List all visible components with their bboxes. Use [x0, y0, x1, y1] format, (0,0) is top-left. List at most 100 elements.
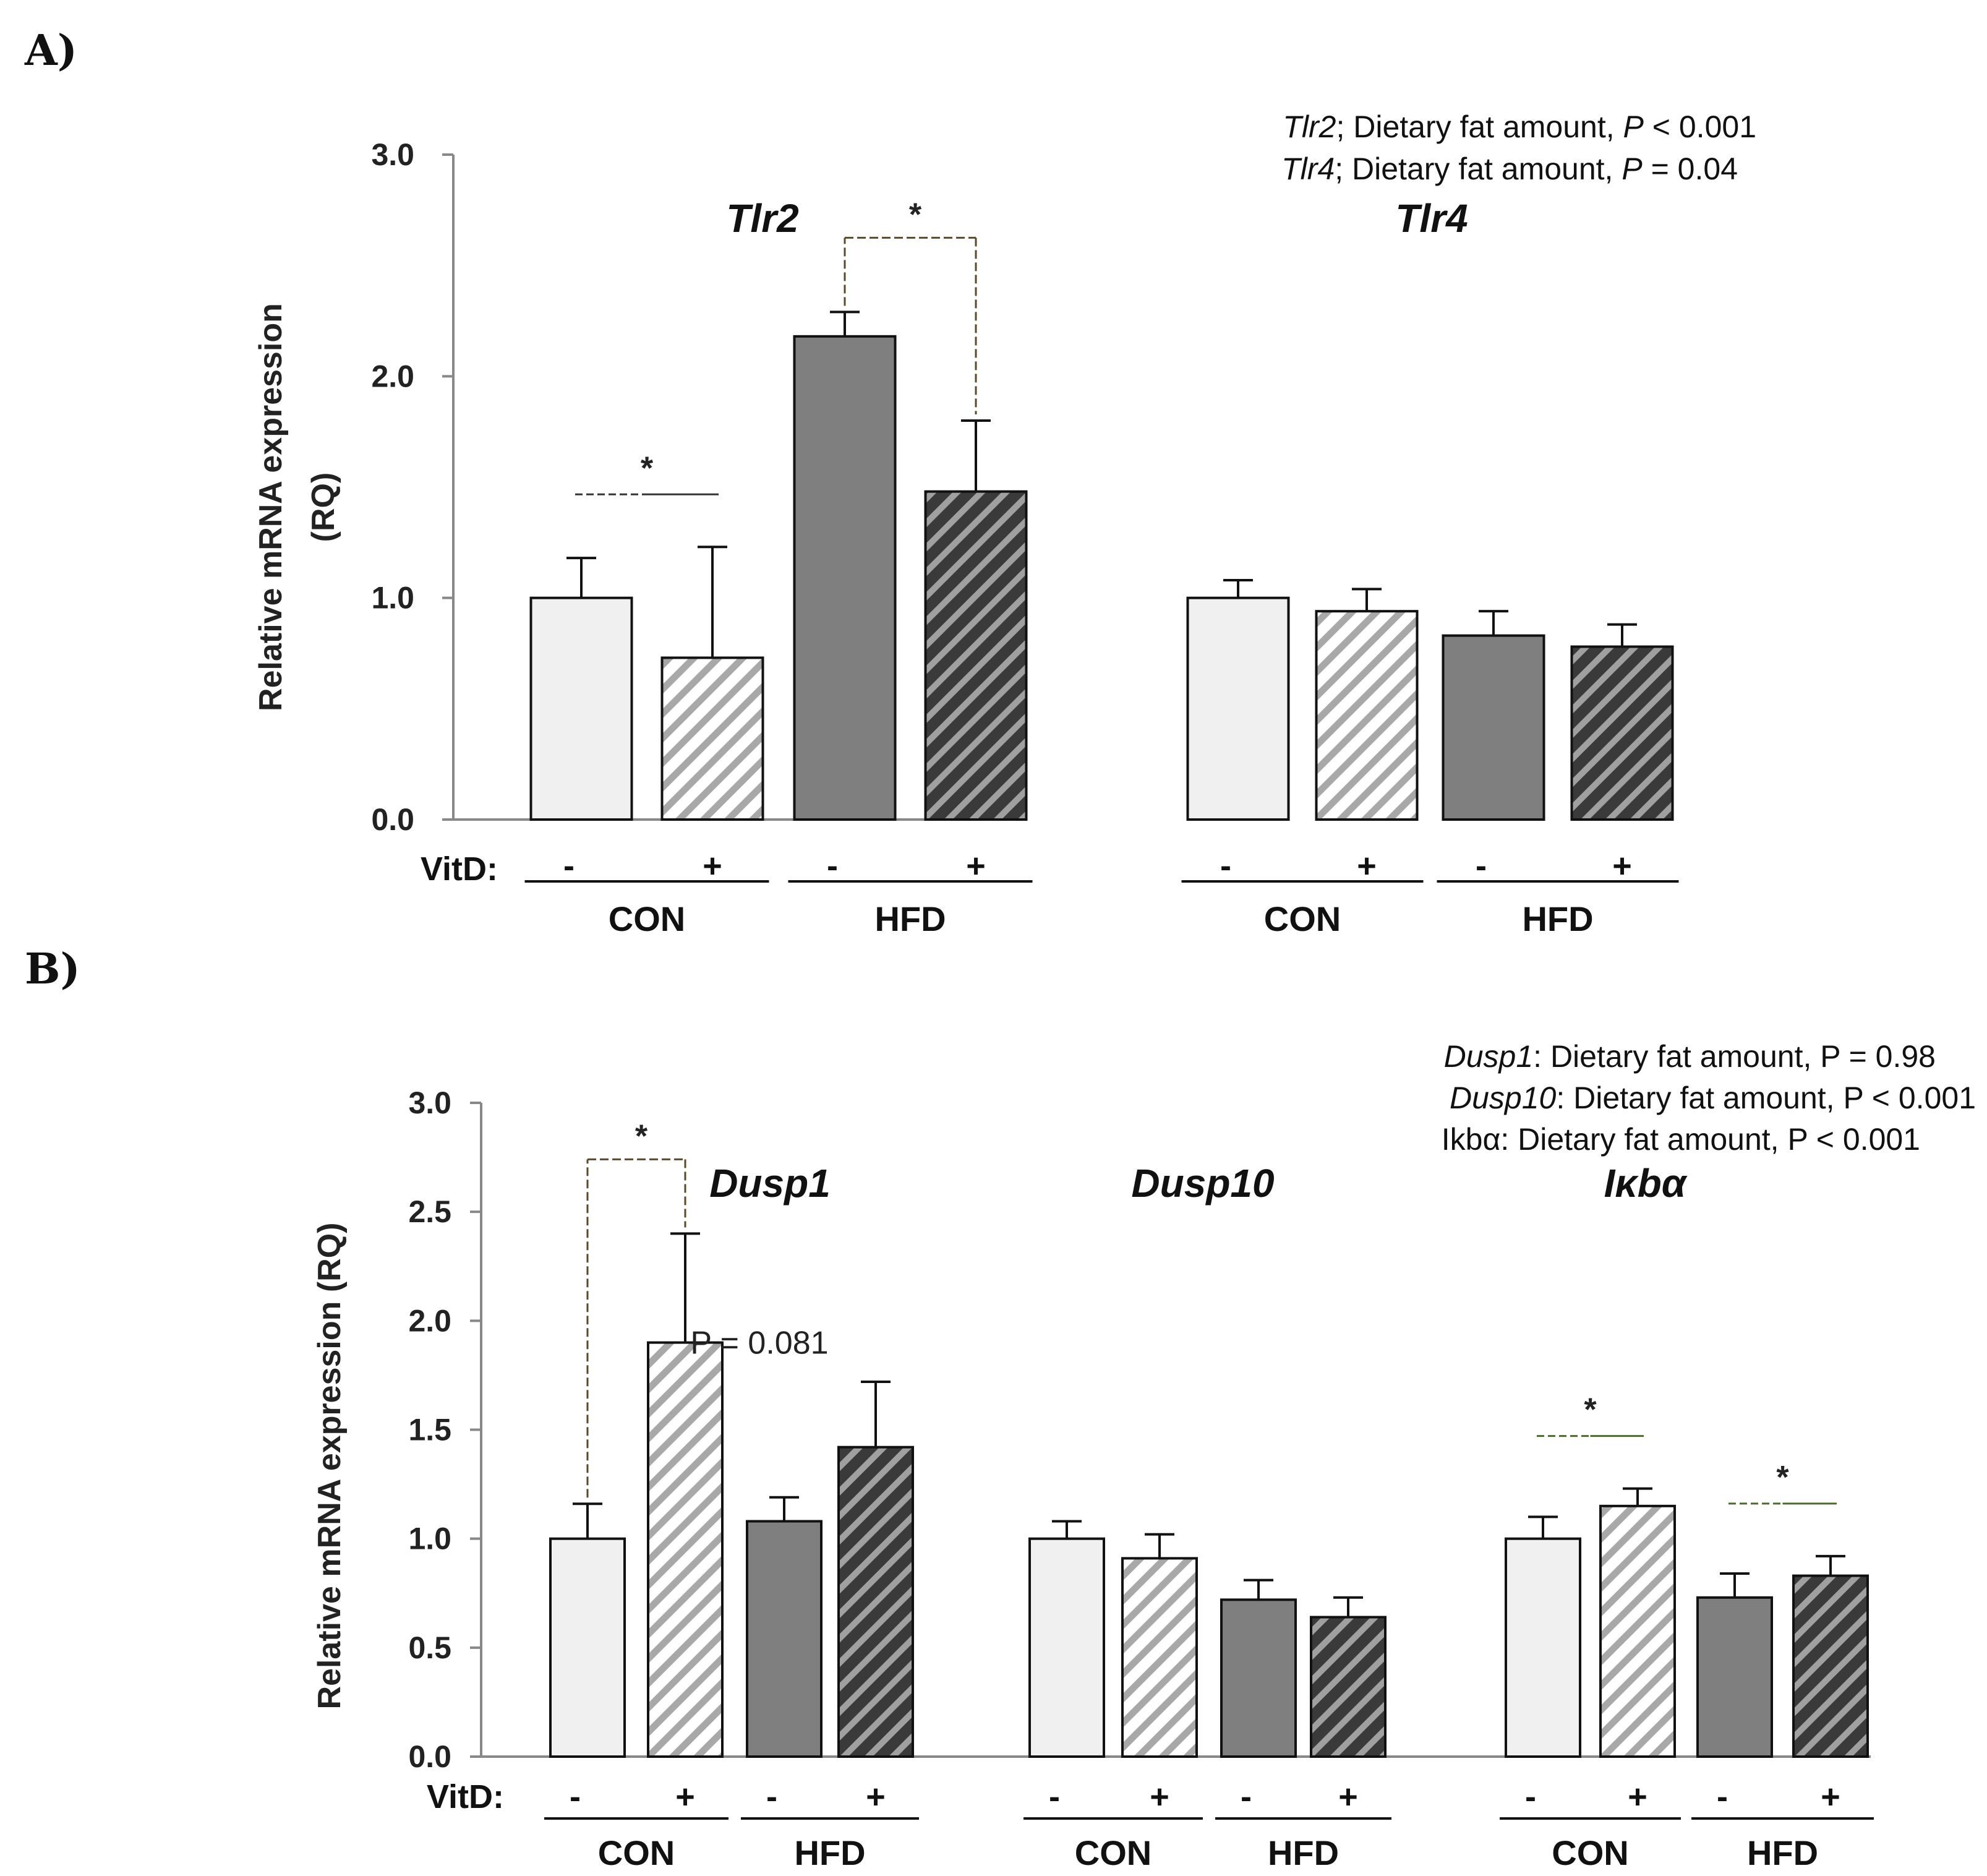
bar: [529, 596, 633, 821]
group-label: CON: [1075, 1833, 1152, 1872]
p-value-note: P = 0.081: [690, 1326, 828, 1361]
panel-b-letter: B): [25, 944, 80, 994]
vitd-sign: -: [1476, 847, 1487, 884]
annotation-gene: Dusp10: [1450, 1081, 1557, 1115]
vitd-sign: -: [1220, 847, 1231, 884]
significance-star: *: [635, 1118, 648, 1154]
vitd-sign: +: [703, 847, 722, 884]
gene-group-1: Dusp10 - + - + CON HFD: [1023, 1161, 1391, 1872]
vitd-sign: +: [1150, 1778, 1169, 1815]
annotation-gene: Tlr4: [1281, 152, 1335, 186]
vitd-label: VitD:: [427, 1778, 504, 1815]
vitd-sign: +: [1338, 1778, 1358, 1815]
bar: [1442, 634, 1545, 821]
vitd-sign: -: [563, 847, 575, 884]
bar: [647, 1341, 724, 1758]
bar: [837, 1446, 914, 1758]
vitd-sign: -: [827, 847, 838, 884]
vitd-sign: -: [570, 1778, 581, 1815]
vitd-sign: -: [1717, 1778, 1728, 1815]
bar: [549, 1537, 626, 1758]
panel-b-annotation-2: Dusp10: Dietary fat amount, P < 0.001: [1450, 1081, 1976, 1115]
vitd-sign: +: [1357, 847, 1377, 884]
annotation-gene: Dusp1: [1444, 1039, 1534, 1074]
panel-a-letter: A): [24, 26, 77, 75]
vitd-sign: +: [1612, 847, 1632, 884]
group-label: HFD: [1268, 1833, 1339, 1872]
panel-b: B) Dusp1: Dietary fat amount, P = 0.98 D…: [25, 944, 1976, 1872]
annotation-text: : Dietary fat amount, P = 0.98: [1533, 1039, 1936, 1074]
vitd-sign: +: [1628, 1778, 1647, 1815]
significance-star: *: [641, 450, 654, 486]
annotation-text: ; Dietary fat amount,: [1336, 109, 1623, 144]
vitd-label: VitD:: [421, 850, 498, 888]
panel-a-bars: Tlr2 - + - + CON HFD * * Tlr4 - + - + CON HFD: [524, 196, 1679, 938]
vitd-sign: +: [866, 1778, 886, 1815]
y-tick-label: 0.0: [371, 802, 414, 837]
y-tick-label: 1.0: [408, 1522, 451, 1556]
annotation-text: Ikbα: Dietary fat amount, P < 0.001: [1442, 1122, 1920, 1157]
annotation-text: : Dietary fat amount, P < 0.001: [1556, 1081, 1976, 1115]
vitd-sign: -: [1241, 1778, 1252, 1815]
y-axis-label: Relative mRNA expression (RQ): [312, 1223, 348, 1710]
vitd-sign: +: [966, 847, 986, 884]
panel-a-annotation-2: Tlr4; Dietary fat amount, P = 0.04: [1281, 152, 1738, 186]
group-label: CON: [609, 899, 685, 938]
y-tick-label: 3.0: [408, 1086, 451, 1120]
y-tick-label: 2.0: [371, 359, 414, 393]
gene-title: Tlr4: [1395, 196, 1468, 241]
bar: [1570, 645, 1674, 821]
group-label: HFD: [1522, 899, 1593, 938]
bar: [1599, 1504, 1676, 1758]
vitd-sign: -: [1525, 1778, 1536, 1815]
group-label: CON: [1552, 1833, 1628, 1872]
bar: [924, 490, 1028, 821]
bar: [1186, 596, 1290, 821]
annotation-rest: < 0.001: [1644, 109, 1756, 144]
vitd-sign: +: [675, 1778, 695, 1815]
annotation-rest: = 0.04: [1643, 152, 1738, 186]
significance-star: *: [909, 197, 922, 233]
gene-title: Tlr2: [726, 196, 798, 241]
gene-group-0: Tlr2 - + - + CON HFD * *: [524, 196, 1033, 938]
panel-a-annotation-1: Tlr2; Dietary fat amount, P < 0.001: [1283, 109, 1756, 144]
y-axis-label-line-2: (RQ): [306, 473, 341, 542]
bar: [1696, 1596, 1773, 1758]
y-tick-label: 1.0: [371, 581, 414, 615]
gene-group-2: Iκbα- + - +CON HFD**: [1500, 1161, 1874, 1872]
significance-star: *: [1776, 1460, 1789, 1496]
y-tick-label: 3.0: [371, 137, 414, 172]
bar: [1028, 1537, 1105, 1758]
y-tick-label: 0.0: [408, 1739, 451, 1774]
y-tick-label: 1.5: [408, 1413, 451, 1447]
group-label: HFD: [874, 899, 946, 938]
bar: [660, 656, 764, 821]
group-label: CON: [1264, 899, 1341, 938]
y-axis-label-line-1: Relative mRNA expression: [253, 303, 289, 711]
group-label: HFD: [1747, 1833, 1818, 1872]
group-label: CON: [598, 1833, 675, 1872]
vitd-sign: +: [1821, 1778, 1840, 1815]
annotation-gene: Tlr2: [1283, 109, 1336, 144]
significance-star: *: [1584, 1392, 1597, 1428]
bar: [1315, 610, 1419, 821]
y-tick-label: 2.0: [408, 1303, 451, 1338]
bar: [1792, 1574, 1869, 1758]
annotation-p: P: [1622, 152, 1643, 186]
gene-group-1: Tlr4 - + - + CON HFD: [1181, 196, 1679, 938]
bar: [746, 1520, 823, 1758]
gene-title: Iκbα: [1604, 1161, 1688, 1206]
y-tick-label: 0.5: [408, 1630, 451, 1665]
y-tick-label: 2.5: [408, 1194, 451, 1229]
panel-b-annotation-1: Dusp1: Dietary fat amount, P = 0.98: [1444, 1039, 1936, 1074]
gene-title: Dusp10: [1131, 1161, 1274, 1206]
annotation-p: P: [1623, 109, 1644, 144]
bar: [1121, 1557, 1198, 1758]
annotation-text: ; Dietary fat amount,: [1335, 152, 1622, 186]
panel-b-annotation-3: Ikbα: Dietary fat amount, P < 0.001: [1442, 1122, 1920, 1157]
vitd-sign: -: [1049, 1778, 1060, 1815]
bar: [1505, 1537, 1581, 1758]
